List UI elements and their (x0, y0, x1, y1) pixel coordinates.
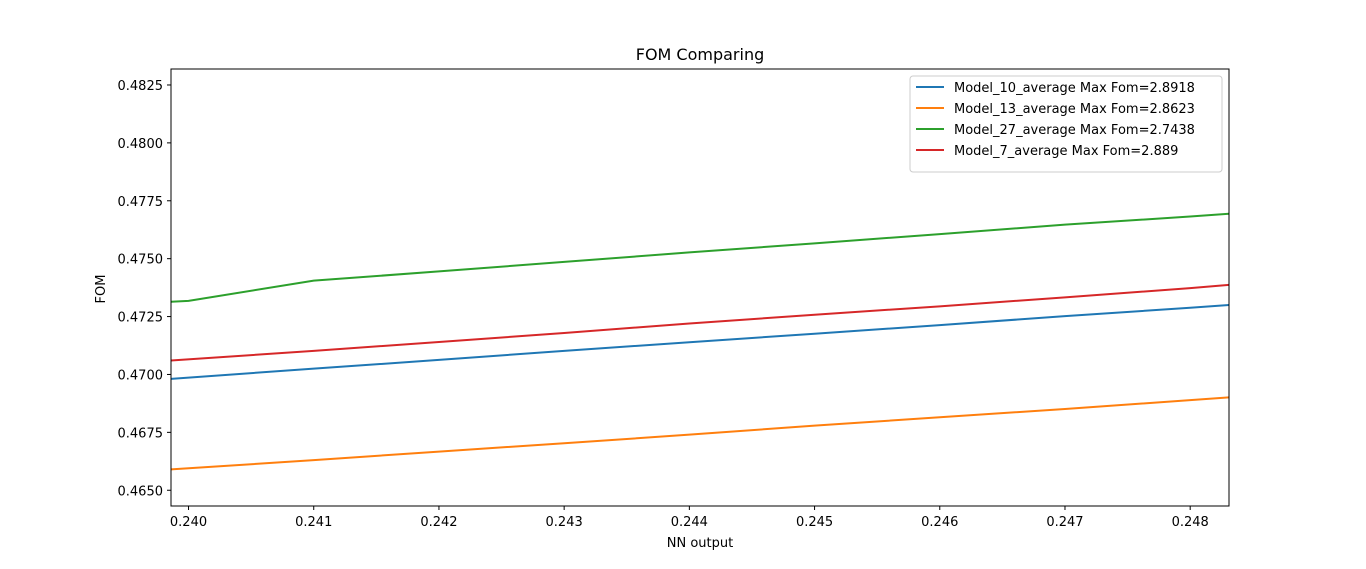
y-axis: 0.4650 0.4675 0.4700 0.4725 0.4750 0.4775 0.48… (118, 79, 171, 499)
legend-box (909, 75, 1223, 173)
y-tick-label: 0.4825 (118, 79, 164, 94)
legend-label: Model_7_average Max Fom=2.889 (954, 144, 1178, 159)
y-tick-label: 0.4650 (118, 484, 164, 499)
series-line-2 (171, 396, 1229, 471)
y-axis-label: FOM (94, 275, 109, 304)
series-line-3 (171, 212, 1229, 303)
y-tick-label: 0.4675 (118, 426, 164, 441)
series-line-4 (171, 283, 1229, 362)
x-tick-label: 0.240 (170, 515, 207, 530)
legend: Model_10_average Max Fom=2.8918 Model_13_… (909, 75, 1223, 173)
legend-label: Model_10_average Max Fom=2.8918 (954, 81, 1195, 96)
x-tick-label: 0.246 (921, 515, 958, 530)
series-line-1 (171, 303, 1229, 380)
x-tick-label: 0.248 (1172, 515, 1209, 530)
y-tick-label: 0.4700 (118, 368, 164, 383)
x-tick-label: 0.245 (796, 515, 833, 530)
y-tick-label: 0.4750 (118, 253, 164, 268)
x-tick-label: 0.242 (420, 515, 457, 530)
y-tick-label: 0.4775 (118, 195, 164, 210)
x-tick-label: 0.241 (295, 515, 332, 530)
legend-label: Model_27_average Max Fom=2.7438 (954, 123, 1195, 138)
x-axis-label: NN output (667, 536, 733, 551)
legend-label: Model_13_average Max Fom=2.8623 (954, 102, 1195, 117)
chart-title: FOM Comparing (636, 45, 765, 64)
plot-frame (170, 68, 1230, 507)
x-tick-label: 0.243 (546, 515, 583, 530)
y-tick-label: 0.4800 (118, 137, 164, 152)
x-tick-label: 0.244 (671, 515, 708, 530)
x-axis: 0.240 0.241 0.242 0.243 0.244 0.245 0.246 0.247… (170, 506, 1209, 530)
y-tick-label: 0.4725 (118, 311, 164, 326)
x-tick-label: 0.247 (1046, 515, 1083, 530)
plot-area (170, 68, 1230, 507)
